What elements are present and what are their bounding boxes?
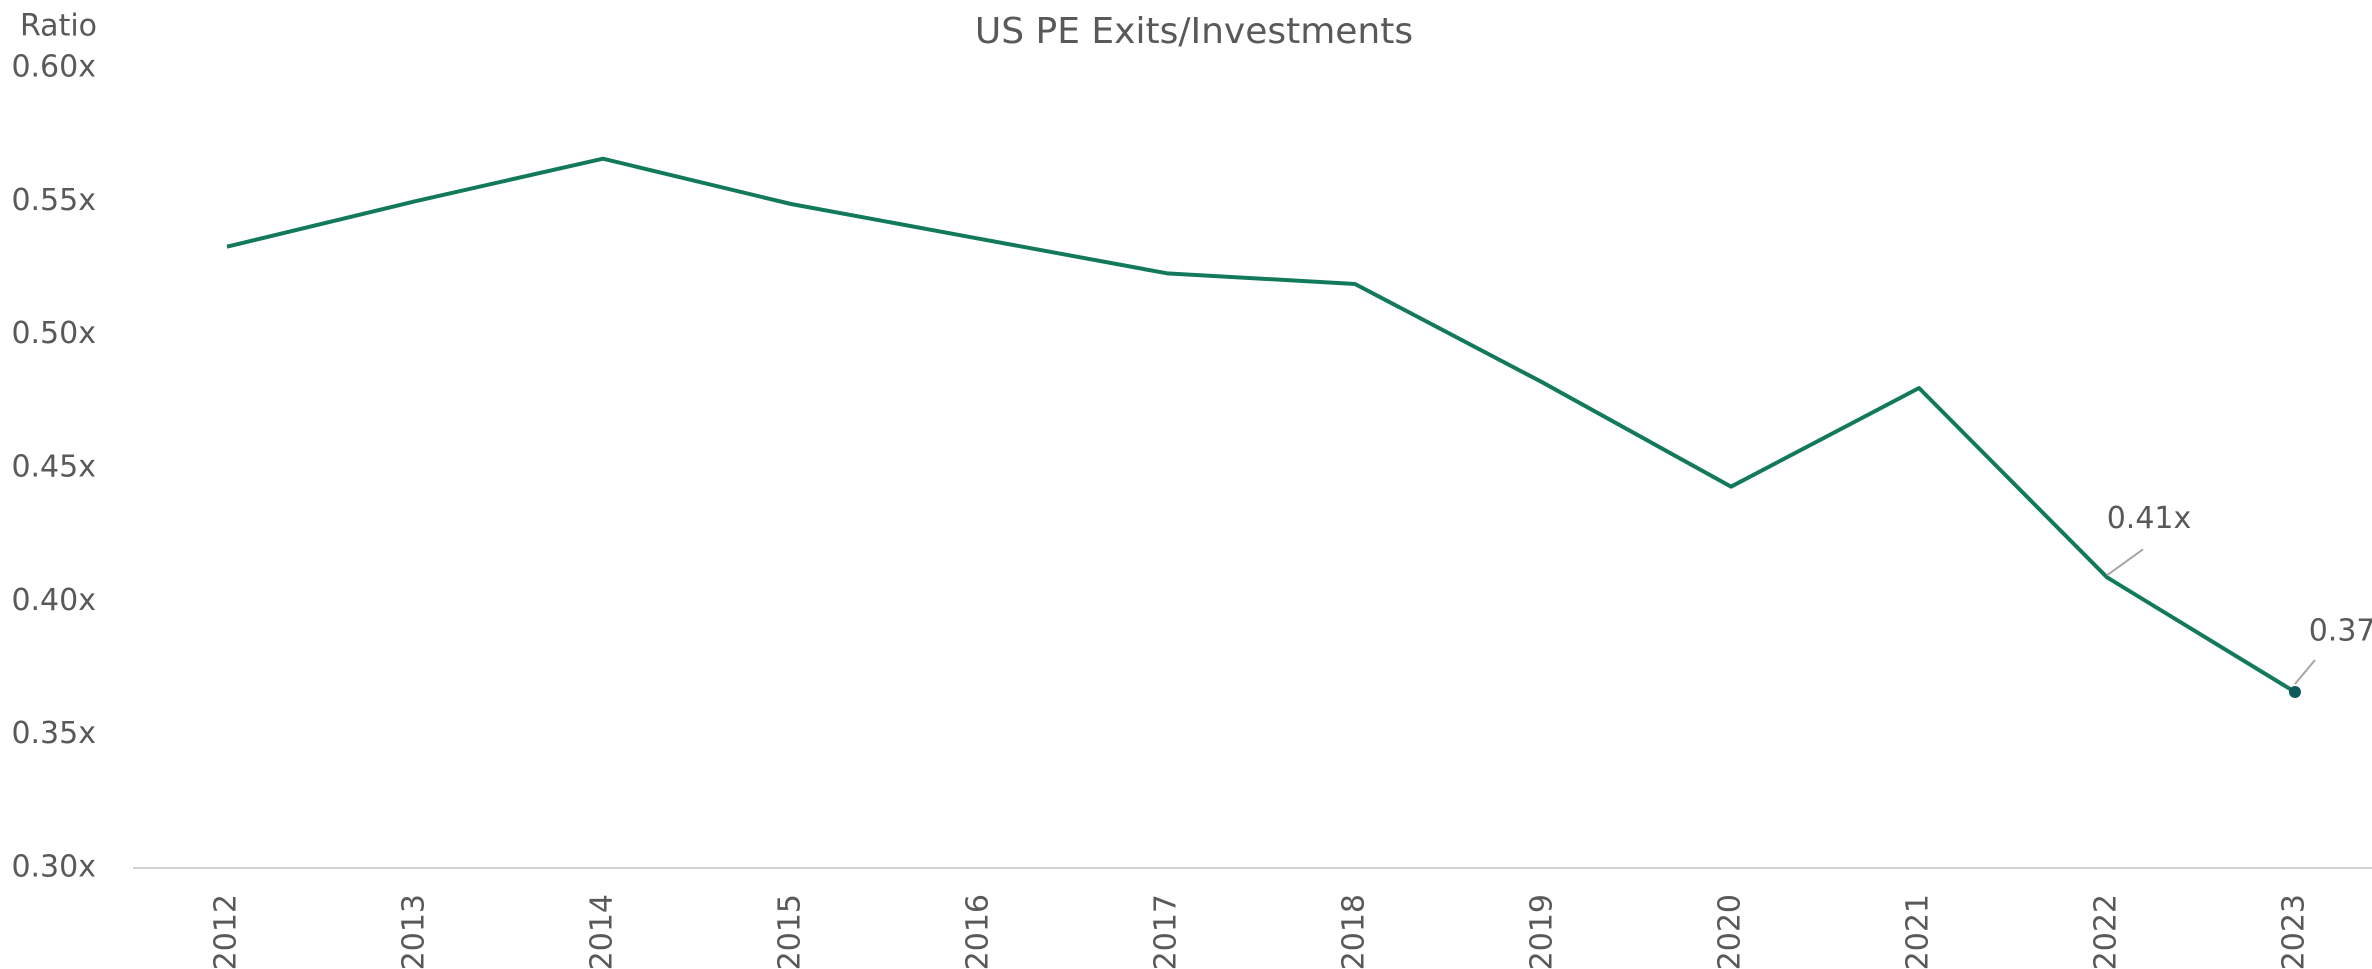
- y-tick-label: 0.55x: [11, 183, 96, 218]
- x-tick-label: 2018: [1337, 894, 1372, 969]
- x-tick-label: 2021: [1901, 894, 1936, 969]
- x-tick-label: 2020: [1713, 894, 1748, 969]
- y-tick-label: 0.30x: [11, 850, 96, 885]
- x-tick-label: 2022: [2089, 894, 2124, 969]
- x-tick-label: 2014: [585, 894, 620, 969]
- x-tick-label: 2017: [1149, 894, 1184, 969]
- leader-line: [2294, 659, 2316, 685]
- data-label: 0.41x: [2107, 501, 2192, 536]
- x-tick-label: 2012: [209, 894, 244, 969]
- y-tick-label: 0.60x: [11, 50, 96, 85]
- x-tick-label: 2019: [1525, 894, 1560, 969]
- x-tick-label: 2023: [2277, 894, 2312, 969]
- x-tick-label: 2015: [773, 894, 808, 969]
- y-tick-label: 0.45x: [11, 450, 96, 485]
- y-tick-label: 0.50x: [11, 316, 96, 351]
- data-label: 0.37x: [2309, 614, 2372, 649]
- y-tick-label: 0.40x: [11, 583, 96, 618]
- y-tick-label: 0.35x: [11, 716, 96, 751]
- x-tick-label: 2016: [961, 894, 996, 969]
- y-axis-label: Ratio: [20, 9, 97, 44]
- chart-title: US PE Exits/Investments: [975, 11, 1413, 52]
- point-marker: [2289, 686, 2301, 698]
- x-tick-label: 2013: [397, 894, 432, 969]
- line-series: [226, 156, 2297, 694]
- leader-line: [2106, 548, 2144, 577]
